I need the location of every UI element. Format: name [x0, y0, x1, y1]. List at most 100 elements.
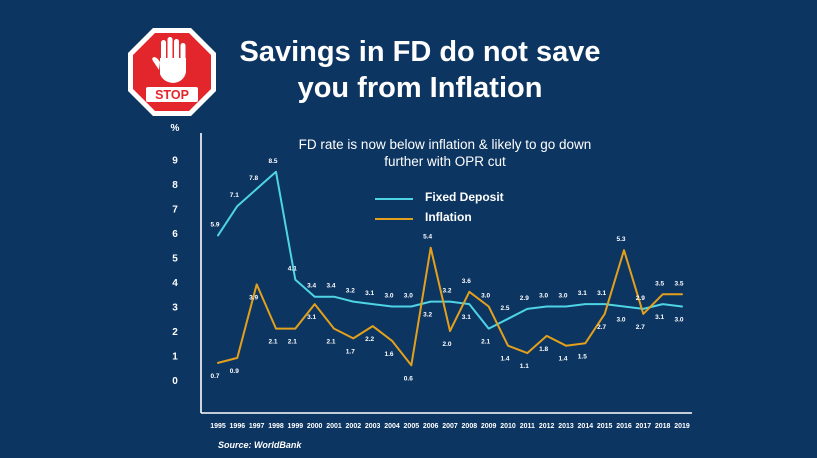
- y-tick-label: 5: [172, 254, 178, 265]
- chart-subtitle-line-2: further with OPR cut: [384, 154, 506, 169]
- data-label-fixed-deposit: 3.4: [307, 283, 316, 290]
- data-label-inflation: 1.7: [346, 348, 355, 355]
- data-point-inflation: [255, 283, 257, 285]
- data-label-fixed-deposit: 7.8: [249, 175, 258, 182]
- data-point-inflation: [642, 313, 644, 315]
- data-label-fixed-deposit: 3.1: [365, 290, 374, 297]
- data-label-inflation: 2.2: [365, 336, 374, 343]
- data-label-fixed-deposit: 3.4: [326, 283, 335, 290]
- data-point-inflation: [526, 352, 528, 354]
- x-tick-label: 1998: [268, 423, 284, 430]
- x-tick-label: 2015: [597, 423, 613, 430]
- data-label-inflation: 0.7: [210, 373, 219, 380]
- data-label-inflation: 2.7: [597, 324, 606, 331]
- data-label-inflation: 2.0: [442, 341, 451, 348]
- data-label-fixed-deposit: 3.0: [616, 317, 625, 324]
- data-point-fixed-deposit: [429, 300, 431, 302]
- data-point-inflation: [584, 342, 586, 344]
- data-point-inflation: [236, 357, 238, 359]
- source-note: Source: WorldBank: [218, 440, 302, 450]
- data-label-inflation: 1.4: [500, 356, 509, 363]
- x-tick-label: 2016: [616, 423, 632, 430]
- data-point-inflation: [352, 337, 354, 339]
- data-label-inflation: 3.5: [655, 280, 664, 287]
- data-label-inflation: 3.5: [674, 280, 683, 287]
- x-tick-label: 2006: [423, 423, 439, 430]
- y-tick-label: 8: [172, 180, 178, 191]
- data-point-inflation: [449, 330, 451, 332]
- data-point-inflation: [217, 362, 219, 364]
- data-point-fixed-deposit: [255, 188, 257, 190]
- data-point-inflation: [294, 327, 296, 329]
- data-label-fixed-deposit: 3.1: [462, 314, 471, 321]
- chart-subtitle-line-1: FD rate is now below inflation & likely …: [298, 137, 592, 152]
- data-point-inflation: [429, 247, 431, 249]
- x-tick-label: 2005: [404, 423, 420, 430]
- y-tick-label: 7: [172, 205, 178, 216]
- y-tick-label: 2: [172, 327, 178, 338]
- data-label-fixed-deposit: 3.0: [674, 317, 683, 324]
- stop-sign-label: STOP: [155, 88, 189, 102]
- x-tick-label: 2014: [578, 423, 594, 430]
- y-tick-label: 0: [172, 376, 178, 387]
- chart-subtitle: FD rate is now below inflation & likely …: [270, 136, 620, 170]
- data-label-fixed-deposit: 3.0: [404, 293, 413, 300]
- data-label-inflation: 3.0: [481, 293, 490, 300]
- legend-swatch-inflation: [375, 218, 413, 220]
- x-tick-label: 2003: [365, 423, 381, 430]
- data-point-fixed-deposit: [391, 305, 393, 307]
- data-point-inflation: [507, 345, 509, 347]
- legend-label-fixed-deposit: Fixed Deposit: [425, 190, 504, 204]
- x-tick-label: 2018: [655, 423, 671, 430]
- title-line-2: you from Inflation: [297, 72, 543, 104]
- legend-label-inflation: Inflation: [425, 210, 472, 224]
- title-line-1: Savings in FD do not save: [239, 36, 601, 68]
- data-point-fixed-deposit: [236, 205, 238, 207]
- data-point-inflation: [603, 313, 605, 315]
- data-label-fixed-deposit: 3.1: [655, 314, 664, 321]
- x-tick-label: 2011: [520, 423, 535, 430]
- y-tick-label: 6: [172, 229, 178, 240]
- chart-axes: %: [171, 123, 692, 414]
- data-label-inflation: 2.1: [288, 339, 297, 346]
- x-tick-label: 1995: [210, 423, 226, 430]
- data-label-inflation: 5.4: [423, 234, 432, 241]
- data-point-fixed-deposit: [545, 305, 547, 307]
- data-point-inflation: [275, 327, 277, 329]
- data-point-inflation: [545, 335, 547, 337]
- x-tick-label: 2001: [326, 423, 342, 430]
- y-tick-label: 1: [172, 352, 178, 363]
- y-tick-label: 9: [172, 156, 178, 167]
- data-label-fixed-deposit: 3.2: [423, 312, 432, 319]
- data-point-fixed-deposit: [468, 303, 470, 305]
- data-point-fixed-deposit: [623, 305, 625, 307]
- x-tick-label: 2012: [539, 423, 555, 430]
- x-tick-label: 1996: [230, 423, 246, 430]
- data-point-fixed-deposit: [565, 305, 567, 307]
- data-point-inflation: [371, 325, 373, 327]
- y-axis-label: %: [171, 123, 180, 134]
- data-label-fixed-deposit: 2.5: [500, 305, 509, 312]
- data-label-inflation: 1.1: [520, 363, 529, 370]
- data-label-fixed-deposit: 3.0: [539, 293, 548, 300]
- data-label-inflation: 1.4: [558, 356, 567, 363]
- data-point-inflation: [410, 364, 412, 366]
- y-tick-label: 3: [172, 303, 178, 314]
- data-label-fixed-deposit: 3.0: [558, 293, 567, 300]
- x-tick-label: 2009: [481, 423, 497, 430]
- x-tick-label: 2008: [462, 423, 478, 430]
- data-point-fixed-deposit: [507, 318, 509, 320]
- data-label-fixed-deposit: 4.1: [288, 266, 297, 273]
- x-tick-label: 2007: [442, 423, 458, 430]
- data-point-inflation: [661, 293, 663, 295]
- data-point-inflation: [391, 340, 393, 342]
- data-point-inflation: [623, 249, 625, 251]
- series-line-fixed-deposit: [217, 170, 683, 330]
- stop-sign-icon: STOP: [128, 28, 216, 116]
- legend-swatch-fixed-deposit: [375, 198, 413, 200]
- data-label-inflation: 2.1: [326, 339, 335, 346]
- data-label-fixed-deposit: 2.9: [520, 295, 529, 302]
- data-point-fixed-deposit: [661, 303, 663, 305]
- data-label-fixed-deposit: 5.9: [210, 221, 219, 228]
- data-label-fixed-deposit: 2.1: [481, 339, 490, 346]
